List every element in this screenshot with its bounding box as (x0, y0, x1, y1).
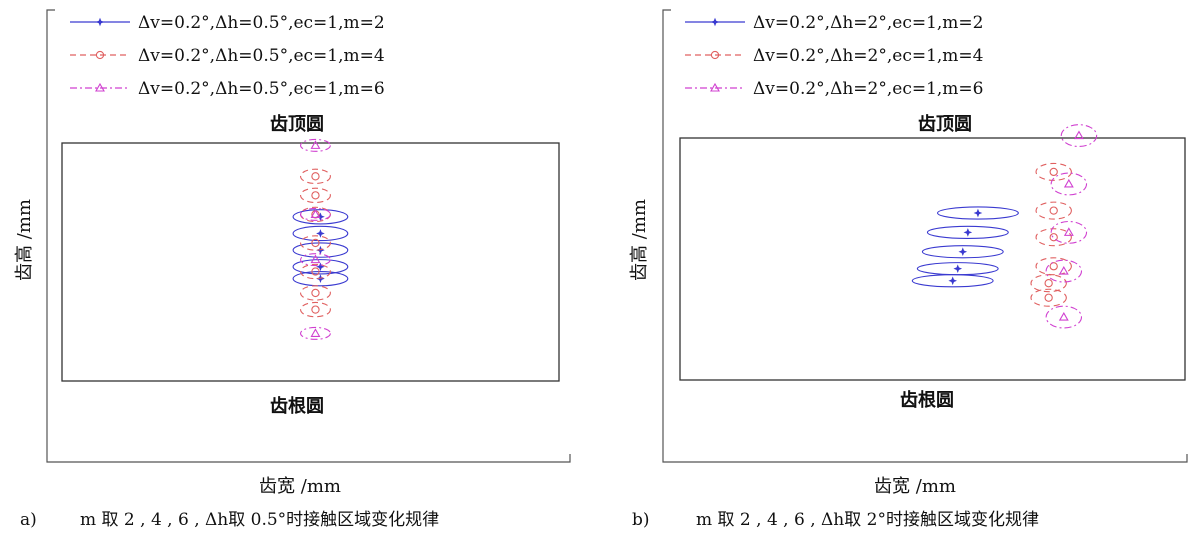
contact-ellipse (300, 263, 331, 280)
contact-ellipse (921, 245, 1004, 259)
contact-ellipse (1035, 162, 1072, 181)
chart-panel-b: Δv=0.2°,Δh=2°,ec=1,m=2 Δv=0.2°,Δh=2°,ec=1… (629, 9, 1188, 530)
contact-center-marker (311, 191, 320, 200)
contact-center-marker (311, 172, 320, 181)
top-land-label: 齿顶圆 (270, 113, 324, 135)
contact-center-marker (1049, 262, 1058, 271)
legend-label: Δv=0.2°,Δh=2°,ec=1,m=2 (753, 13, 983, 33)
contact-center-marker (311, 305, 320, 314)
contact-ellipse (292, 270, 349, 287)
tooth-face-box (679, 137, 1186, 381)
tooth-face-box (61, 142, 560, 382)
contact-center-marker (948, 276, 958, 286)
contact-center-marker (1058, 311, 1069, 321)
contact-ellipse (300, 253, 331, 267)
contact-center-marker (310, 140, 321, 149)
contact-ellipse (1035, 228, 1072, 247)
contact-ellipse (300, 285, 331, 301)
contact-center-marker (1044, 293, 1053, 302)
contact-center-marker (1049, 206, 1058, 215)
contact-ellipse (292, 209, 349, 225)
contact-center-marker (310, 328, 321, 337)
legend-marker (710, 17, 720, 27)
contact-ellipse (1060, 124, 1098, 148)
contact-ellipse (292, 242, 349, 258)
contact-center-marker (973, 208, 983, 218)
legend-marker (95, 82, 105, 92)
contact-ellipse (1035, 201, 1072, 220)
legend-label: Δv=0.2°,Δh=0.5°,ec=1,m=2 (138, 13, 385, 33)
y-axis-label: 齿高 /mm (14, 199, 35, 281)
panel-label: b) (632, 510, 650, 530)
legend-marker (710, 82, 720, 92)
contact-ellipse (292, 259, 349, 275)
series-2 (300, 168, 331, 318)
contact-ellipse (1045, 259, 1083, 283)
contact-center-marker (311, 238, 320, 248)
legend-label: Δv=0.2°,Δh=0.5°,ec=1,m=6 (138, 79, 385, 99)
contact-center-marker (1074, 130, 1084, 140)
top-land-label: 齿顶圆 (918, 113, 972, 135)
legend-label: Δv=0.2°,Δh=2°,ec=1,m=4 (753, 46, 983, 66)
legend-marker (95, 17, 105, 27)
series-3 (300, 138, 331, 340)
contact-center-marker (1063, 178, 1074, 188)
contact-ellipse (300, 187, 331, 204)
axis-frame (46, 9, 571, 463)
contact-center-marker (1063, 227, 1074, 236)
legend-label: Δv=0.2°,Δh=2°,ec=1,m=6 (753, 79, 983, 99)
contact-ellipse (300, 301, 331, 318)
contact-ellipse (292, 225, 349, 242)
contact-ellipse (300, 138, 331, 152)
contact-ellipse (300, 235, 331, 251)
series-3 (1045, 124, 1098, 329)
axis-frame (662, 9, 1188, 463)
contact-center-marker (958, 247, 968, 257)
contact-center-marker (310, 254, 321, 264)
contact-ellipse (300, 207, 331, 221)
legend-label: Δv=0.2°,Δh=0.5°,ec=1,m=4 (138, 46, 385, 66)
contact-ellipse (1050, 172, 1088, 196)
root-circle-label: 齿根圆 (270, 395, 324, 417)
contact-center-marker (311, 267, 320, 276)
contact-center-marker (311, 288, 320, 298)
contact-center-marker (1044, 279, 1053, 288)
contact-ellipse (911, 274, 994, 288)
legend-marker (710, 50, 720, 60)
contact-center-marker (1049, 167, 1058, 177)
contact-ellipse (926, 225, 1009, 239)
x-axis-label: 齿宽 /mm (259, 476, 341, 497)
contact-center-marker (1049, 233, 1058, 242)
contact-center-marker (310, 209, 321, 218)
legend-marker (95, 50, 105, 60)
y-axis-label: 齿高 /mm (629, 199, 650, 281)
root-circle-label: 齿根圆 (900, 389, 954, 411)
contact-center-marker (953, 264, 963, 273)
panel-label: a) (20, 510, 37, 530)
x-axis-label: 齿宽 /mm (874, 476, 956, 497)
contact-center-marker (316, 262, 325, 272)
chart-panel-a: Δv=0.2°,Δh=0.5°,ec=1,m=2 Δv=0.2°,Δh=0.5°,… (14, 9, 571, 530)
contact-ellipse (300, 168, 331, 185)
contact-ellipse (1035, 257, 1072, 276)
contact-ellipse (1030, 288, 1067, 307)
panel-caption: m 取 2 , 4 , 6 , Δh取 0.5°时接触区域变化规律 (80, 510, 439, 530)
contact-center-marker (1058, 265, 1069, 275)
series-2 (1030, 162, 1072, 307)
contact-ellipse (1045, 305, 1083, 329)
contact-ellipse (300, 326, 331, 340)
contact-ellipse (1030, 274, 1067, 293)
panel-caption: m 取 2 , 4 , 6 , Δh取 2°时接触区域变化规律 (696, 510, 1039, 530)
contact-ellipse (936, 206, 1019, 220)
contact-ellipse (1050, 220, 1088, 244)
contact-center-marker (963, 228, 973, 237)
contact-center-marker (316, 229, 325, 238)
series-1 (911, 206, 1019, 288)
